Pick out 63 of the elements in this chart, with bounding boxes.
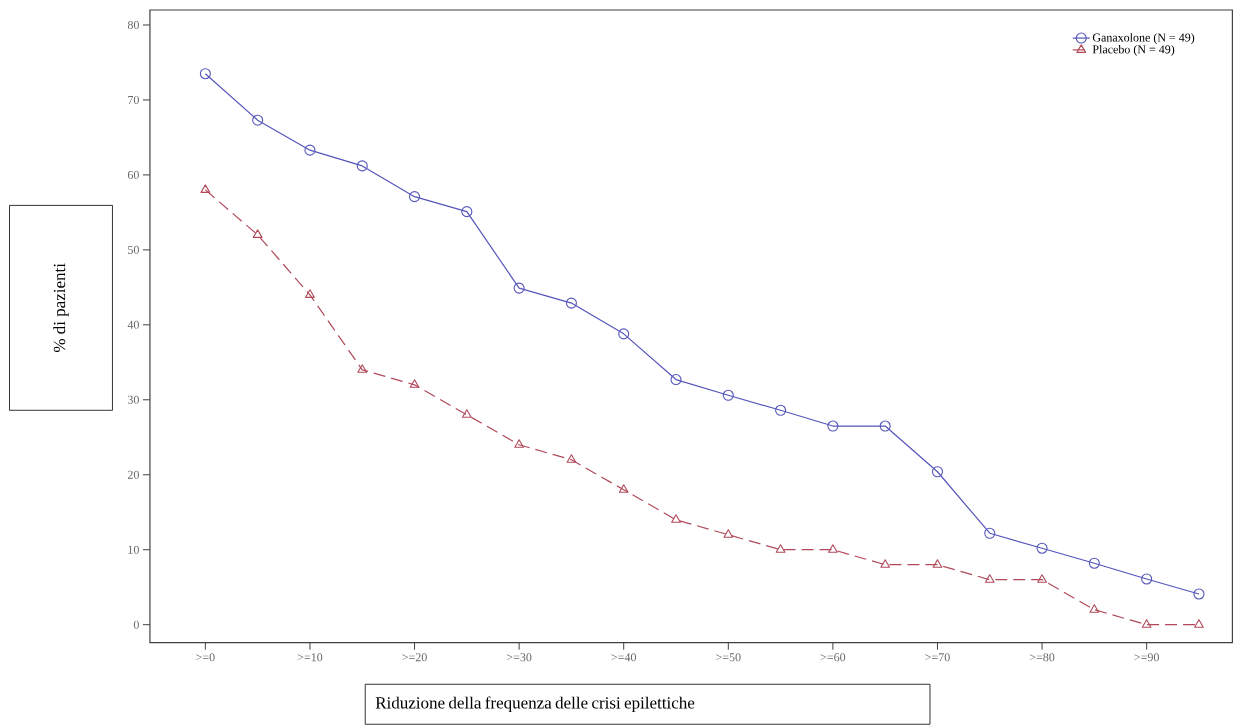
y-tick-label: 20 bbox=[127, 470, 139, 479]
legend-label: Placebo (N = 49) bbox=[1092, 45, 1175, 57]
y-tick-label: 0 bbox=[133, 620, 139, 629]
legend-label: Ganaxolone (N = 49) bbox=[1092, 33, 1195, 45]
point bbox=[931, 466, 944, 478]
y-tick-label: 80 bbox=[127, 21, 139, 30]
x-tick-label: >=80 bbox=[1029, 653, 1055, 662]
x-tick-label: >=10 bbox=[297, 653, 323, 662]
y-tick-label: 50 bbox=[128, 245, 139, 255]
y-tick-label: 60 bbox=[127, 171, 139, 180]
x-tick-label: >=30 bbox=[506, 653, 532, 662]
y-tick-label: 70 bbox=[128, 96, 139, 105]
point bbox=[409, 191, 421, 203]
point bbox=[880, 559, 891, 568]
point bbox=[722, 389, 734, 402]
point bbox=[775, 404, 787, 417]
point bbox=[670, 374, 682, 386]
x-tick-label: >=90 bbox=[1134, 653, 1159, 662]
point bbox=[1194, 619, 1204, 628]
x-tick-label: >=60 bbox=[820, 653, 846, 662]
point bbox=[984, 527, 996, 539]
point bbox=[304, 144, 316, 156]
point bbox=[827, 420, 839, 432]
point bbox=[1141, 619, 1152, 628]
point bbox=[1089, 604, 1100, 613]
point bbox=[984, 574, 995, 583]
point bbox=[200, 184, 211, 194]
point bbox=[879, 420, 891, 432]
point bbox=[357, 364, 368, 374]
point bbox=[461, 409, 472, 419]
y-tick-label: 30 bbox=[128, 395, 139, 405]
point bbox=[775, 544, 786, 553]
x-tick-label: >=70 bbox=[925, 653, 950, 662]
point bbox=[618, 328, 630, 340]
point bbox=[252, 114, 264, 126]
point bbox=[1141, 573, 1153, 585]
point bbox=[199, 68, 211, 80]
y-tick-label: 40 bbox=[127, 320, 139, 330]
point bbox=[409, 379, 420, 389]
point bbox=[932, 559, 943, 568]
y-tick-label: 10 bbox=[128, 545, 139, 554]
point bbox=[513, 282, 525, 294]
point bbox=[723, 529, 734, 538]
x-tick-label: >=20 bbox=[402, 653, 427, 662]
point bbox=[514, 439, 524, 448]
point bbox=[1193, 588, 1205, 600]
point bbox=[1088, 557, 1100, 569]
point bbox=[252, 229, 263, 239]
point bbox=[566, 454, 577, 463]
point bbox=[461, 206, 473, 218]
point bbox=[1037, 574, 1047, 583]
point bbox=[1036, 542, 1048, 554]
point bbox=[671, 514, 681, 523]
point bbox=[618, 484, 629, 493]
point bbox=[356, 160, 368, 172]
x-tick-label: >=50 bbox=[716, 653, 741, 662]
y-axis-title: % di pazienti bbox=[53, 263, 69, 353]
x-axis-title: Riduzione della frequenza delle crisi epilettiche bbox=[375, 696, 695, 713]
point bbox=[305, 289, 315, 299]
x-tick-label: >=0 bbox=[196, 653, 215, 662]
x-tick-label: >=40 bbox=[611, 653, 637, 662]
point bbox=[565, 297, 577, 309]
point bbox=[828, 544, 838, 553]
